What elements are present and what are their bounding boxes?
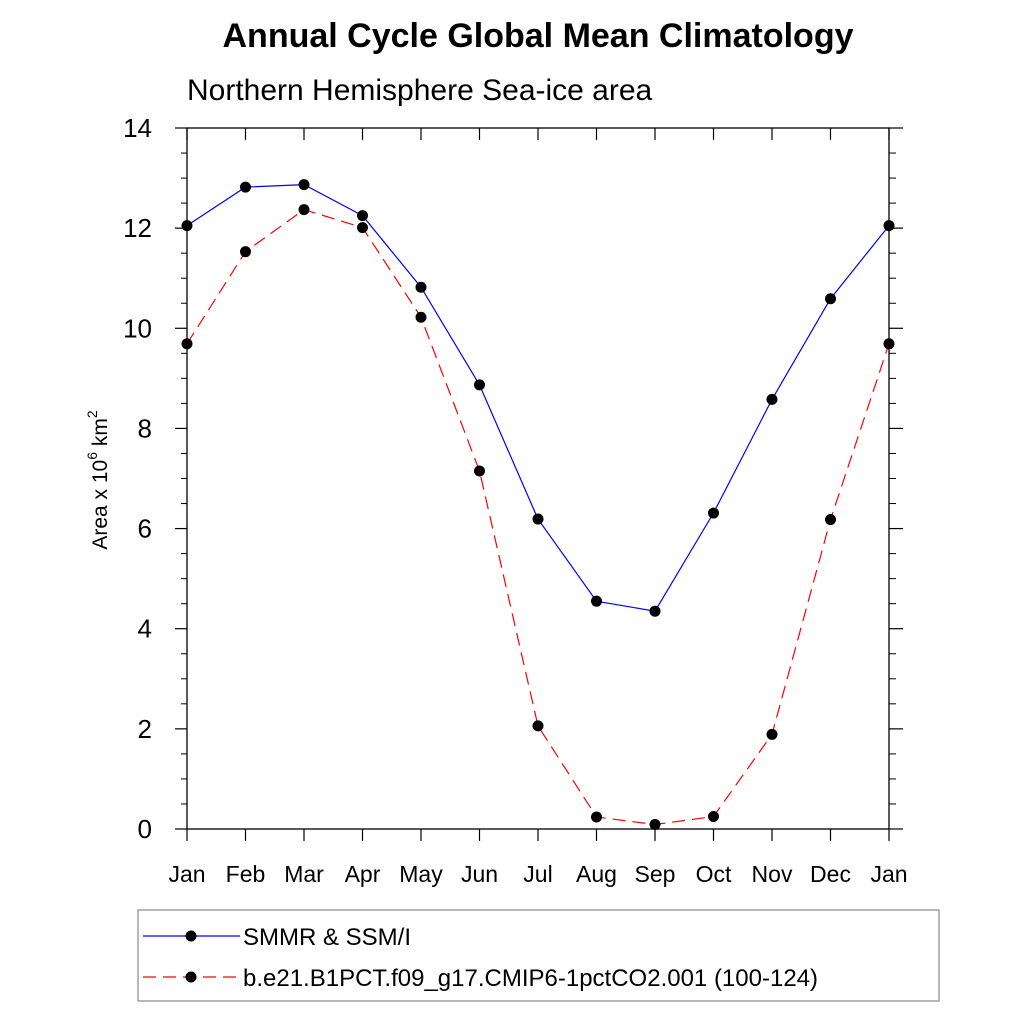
legend-marker-2	[185, 971, 197, 983]
series-1-marker	[708, 507, 719, 519]
y-axis-label-exponent: 6	[84, 452, 100, 460]
series-2-marker	[415, 311, 427, 323]
series-1-marker	[357, 210, 368, 222]
series-2-marker	[298, 204, 310, 216]
x-tick-label: Apr	[345, 861, 381, 887]
series-line-1	[186, 183, 890, 612]
legend: SMMR & SSM/I b.e21.B1PCT.f09_g17.CMIP6-1p…	[137, 909, 940, 1002]
chart-title: Annual Cycle Global Mean Climatology	[223, 17, 854, 55]
x-tick-label: Jul	[523, 861, 552, 887]
y-tick-label: 8	[138, 413, 152, 443]
legend-label-2: b.e21.B1PCT.f09_g17.CMIP6-1pctCO2.001 (1…	[243, 965, 818, 992]
series-1-marker	[591, 595, 602, 607]
series-2-marker	[708, 810, 719, 822]
series-1-marker	[766, 393, 778, 405]
axes: Jan Feb Mar Apr May Jun Jul Aug Sep Oct Nov Dec Jan 0…	[123, 113, 907, 887]
y-tick-label: 4	[138, 614, 152, 644]
x-tick-label: Mar	[284, 861, 324, 887]
series-2-marker	[357, 222, 368, 234]
y-tick-label: 0	[138, 814, 152, 844]
series-2-marker	[883, 338, 895, 350]
series-2-marker	[766, 728, 778, 740]
x-tick-label: Sep	[635, 861, 676, 887]
y-axis-label-main: Area x 10	[89, 460, 112, 550]
x-tick-label: Aug	[576, 861, 617, 887]
series-2-marker	[474, 465, 485, 477]
series-2-marker	[825, 514, 836, 526]
legend-box	[137, 909, 940, 1002]
x-tick-label: Oct	[696, 861, 732, 887]
series-1-marker	[415, 281, 427, 293]
data-series	[181, 179, 895, 830]
series-2-marker	[591, 811, 602, 823]
y-tick-label: 2	[138, 714, 152, 744]
series-2-marker	[181, 338, 193, 350]
y-tick-label: 6	[138, 514, 152, 544]
x-tick-label: Nov	[752, 861, 793, 887]
x-tick-label: May	[399, 861, 443, 887]
series-1-marker	[474, 379, 485, 391]
y-tick-label: 10	[123, 313, 152, 343]
x-tick-label: Jun	[461, 861, 498, 887]
chart-subtitle: Northern Hemisphere Sea-ice area	[187, 74, 653, 107]
series-2-marker	[532, 720, 544, 732]
legend-marker-1	[185, 930, 197, 942]
x-tick-label: Jan	[870, 861, 907, 887]
series-2-marker	[240, 246, 251, 258]
y-tick-label: 14	[123, 113, 152, 143]
y-axis-label-unit-exponent: 2	[84, 410, 100, 418]
series-1-marker	[532, 513, 544, 525]
y-tick-label: 12	[123, 213, 152, 243]
series-1-marker	[240, 181, 251, 193]
series-1-marker	[298, 179, 310, 191]
x-tick-label: Jan	[168, 861, 205, 887]
y-axis-label: Area x 106 km2	[84, 410, 112, 550]
series-1-marker	[883, 220, 895, 232]
x-tick-label: Dec	[810, 861, 851, 887]
legend-label-1: SMMR & SSM/I	[243, 924, 411, 951]
series-1-marker	[181, 220, 193, 232]
series-1-marker	[649, 605, 661, 617]
series-1-marker	[825, 293, 836, 305]
series-2-marker	[649, 818, 661, 830]
y-axis-label-unit: km	[89, 418, 112, 452]
x-tick-label: Feb	[226, 861, 266, 887]
